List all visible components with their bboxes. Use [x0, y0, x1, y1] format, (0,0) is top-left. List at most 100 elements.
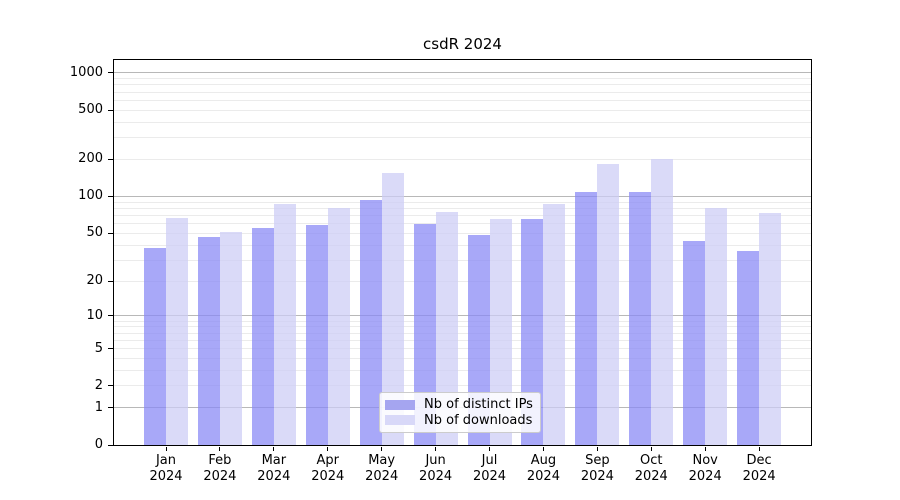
- bar-distinct-ips-mar: [251, 228, 274, 445]
- legend-item-distinct-ips: Nb of distinct IPs: [385, 397, 534, 412]
- y-tick-label: 50: [86, 225, 103, 241]
- y-tick: [108, 232, 113, 234]
- legend-label-downloads: Nb of downloads: [424, 412, 533, 428]
- x-tick: [704, 446, 706, 451]
- x-month-label: Nov: [692, 453, 718, 468]
- x-month-label: Apr: [316, 453, 340, 468]
- gridline-minor: [114, 357, 811, 359]
- y-tick: [108, 315, 113, 317]
- x-tick-label: Jun 2024: [406, 453, 466, 485]
- y-tick-label: 100: [78, 188, 103, 204]
- legend-swatch-distinct-ips: [385, 399, 415, 410]
- x-tick: [758, 446, 760, 451]
- bar-downloads-jul: [489, 219, 512, 445]
- gridline-minor: [114, 280, 811, 282]
- x-tick: [489, 446, 491, 451]
- bar-downloads-feb: [219, 232, 242, 445]
- x-year-label: 2024: [580, 469, 614, 484]
- x-month-label: Jan: [155, 453, 177, 468]
- legend: Nb of distinct IPs Nb of downloads: [379, 392, 541, 433]
- x-tick: [542, 446, 544, 451]
- y-tick-label: 10: [86, 307, 103, 323]
- x-tick-label: May 2024: [352, 453, 412, 485]
- x-tick-label: Dec 2024: [729, 453, 789, 485]
- x-tick: [327, 446, 329, 451]
- x-month-label: Mar: [261, 453, 287, 468]
- bar-downloads-jun: [435, 211, 458, 445]
- x-year-label: 2024: [149, 469, 183, 484]
- bar-downloads-jan: [166, 217, 188, 445]
- x-tick: [273, 446, 275, 451]
- x-month-label: Aug: [530, 453, 557, 468]
- gridline-minor: [114, 332, 811, 334]
- x-month-label: Sep: [585, 453, 610, 468]
- gridline-minor: [114, 214, 811, 216]
- x-year-label: 2024: [526, 469, 560, 484]
- gridline-minor: [114, 78, 811, 80]
- y-tick-label: 20: [86, 273, 103, 289]
- gridline-minor: [114, 339, 811, 341]
- x-tick: [435, 446, 437, 451]
- x-year-label: 2024: [257, 469, 291, 484]
- gridline-minor: [114, 121, 811, 123]
- legend-label-distinct-ips: Nb of distinct IPs: [424, 397, 533, 413]
- x-tick-label: Jan 2024: [136, 453, 196, 485]
- legend-item-downloads: Nb of downloads: [385, 413, 534, 428]
- gridline-minor: [114, 201, 811, 203]
- gridline-minor: [114, 223, 811, 225]
- x-tick-label: Mar 2024: [244, 453, 304, 485]
- gridline-major: [114, 315, 811, 317]
- bar-distinct-ips-jan: [144, 247, 166, 445]
- x-tick: [219, 446, 221, 451]
- bar-distinct-ips-sep: [575, 191, 598, 445]
- bar-downloads-mar: [273, 203, 296, 445]
- bar-distinct-ips-may: [359, 199, 382, 445]
- x-year-label: 2024: [311, 469, 345, 484]
- plot-frame: [112, 58, 812, 446]
- x-year-label: 2024: [365, 469, 399, 484]
- y-tick: [108, 444, 113, 446]
- x-year-label: 2024: [419, 469, 453, 484]
- x-year-label: 2024: [742, 469, 776, 484]
- y-tick: [108, 109, 113, 111]
- y-tick: [108, 195, 113, 197]
- bar-distinct-ips-jun: [413, 223, 436, 445]
- gridline-minor: [114, 385, 811, 387]
- gridline-minor: [114, 91, 811, 93]
- gridline-minor: [114, 244, 811, 246]
- y-tick-label: 200: [78, 151, 103, 167]
- x-year-label: 2024: [203, 469, 237, 484]
- y-tick: [108, 407, 113, 409]
- gridline-minor: [114, 259, 811, 261]
- y-tick-label: 1: [94, 399, 103, 415]
- gridline-minor: [114, 207, 811, 209]
- x-tick: [596, 446, 598, 451]
- y-tick-label: 2: [94, 377, 103, 393]
- gridline-minor: [114, 369, 811, 371]
- y-tick-label: 0: [94, 437, 103, 452]
- x-year-label: 2024: [688, 469, 722, 484]
- y-tick-label: 500: [78, 102, 103, 118]
- gridline-minor: [114, 99, 811, 101]
- y-tick: [108, 280, 113, 282]
- x-month-label: Jul: [481, 453, 498, 468]
- y-tick: [108, 158, 113, 160]
- x-tick: [165, 446, 167, 451]
- gridline-minor: [114, 84, 811, 86]
- x-tick-label: Aug 2024: [513, 453, 573, 485]
- bar-distinct-ips-aug: [521, 219, 544, 445]
- x-year-label: 2024: [472, 469, 507, 484]
- bar-downloads-nov: [705, 208, 728, 445]
- gridline-major: [114, 72, 811, 74]
- bar-downloads-sep: [597, 163, 620, 445]
- x-tick-label: Jul 2024: [460, 453, 520, 485]
- bar-downloads-dec: [759, 213, 782, 445]
- x-year-label: 2024: [634, 469, 668, 484]
- x-month-label: May: [368, 453, 396, 468]
- x-tick: [650, 446, 652, 451]
- x-tick: [381, 446, 383, 451]
- y-tick-label: 5: [94, 340, 103, 356]
- bar-distinct-ips-feb: [197, 236, 220, 445]
- y-tick-label: 1000: [69, 64, 103, 80]
